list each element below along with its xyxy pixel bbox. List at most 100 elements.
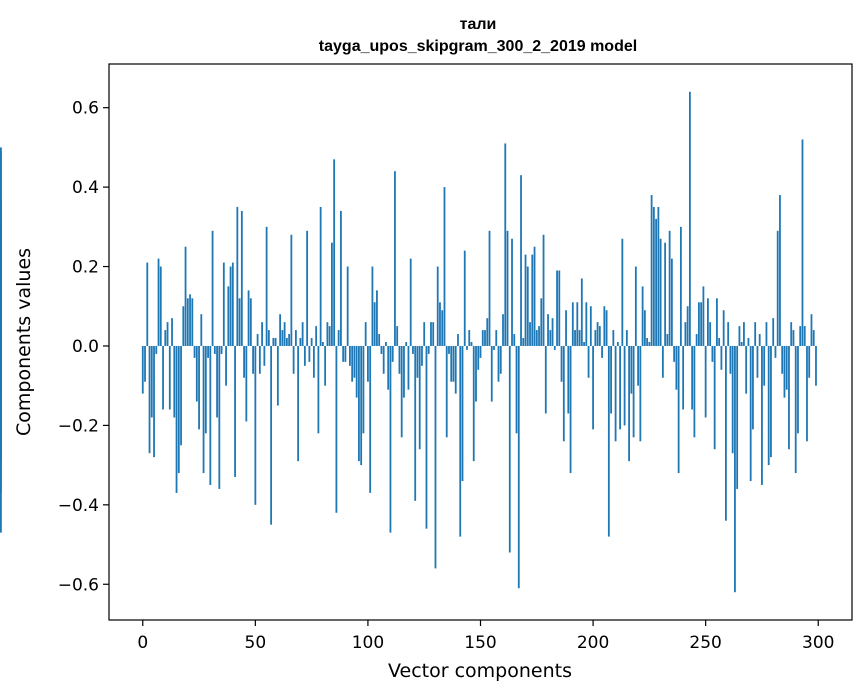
bar — [173, 345, 176, 418]
bar — [526, 266, 529, 346]
bar-series — [0, 91, 817, 593]
bar — [281, 330, 284, 346]
y-tick-label: 0.6 — [72, 99, 99, 119]
bar — [612, 330, 615, 346]
bar — [596, 322, 599, 346]
bar — [540, 298, 543, 346]
bar — [729, 345, 732, 374]
x-tick-label: 100 — [352, 633, 384, 653]
bar — [0, 345, 2, 398]
bar — [412, 345, 414, 354]
bar — [297, 345, 300, 462]
bar — [450, 345, 453, 382]
bar — [405, 342, 408, 346]
bar — [659, 238, 662, 346]
bar — [360, 345, 363, 466]
bar — [430, 322, 432, 346]
bar — [517, 345, 520, 589]
bar — [587, 345, 590, 378]
bar — [544, 345, 547, 414]
bar — [301, 322, 304, 346]
bar — [261, 322, 263, 346]
bar — [686, 306, 689, 346]
bar — [538, 326, 540, 346]
x-tick-label: 0 — [137, 633, 148, 653]
bar — [324, 345, 327, 386]
bar — [815, 345, 817, 386]
bar — [463, 250, 466, 346]
bar — [504, 143, 507, 346]
x-tick-label: 150 — [464, 633, 496, 653]
bar — [619, 345, 621, 430]
bar — [495, 330, 498, 346]
bar — [792, 330, 795, 346]
bar — [799, 326, 802, 346]
bar — [592, 345, 594, 430]
bar — [218, 345, 221, 489]
y-tick-label: −0.6 — [58, 575, 99, 595]
bar — [722, 310, 725, 346]
bar — [182, 306, 185, 346]
bar — [211, 230, 214, 346]
bar — [171, 318, 173, 346]
bar — [524, 254, 527, 346]
bar — [340, 210, 342, 346]
bar — [220, 345, 223, 354]
x-axis-ticks: 0 50 100 150 200 250 300 — [137, 620, 834, 653]
bar — [472, 345, 475, 462]
bar — [707, 298, 709, 346]
bar — [758, 334, 761, 346]
bar — [810, 314, 813, 346]
bar — [162, 345, 164, 410]
bar — [252, 345, 254, 374]
bar — [673, 345, 676, 362]
bar — [380, 345, 383, 354]
bar — [0, 345, 2, 533]
bar — [598, 326, 601, 346]
bar — [734, 345, 736, 593]
bar — [679, 226, 682, 346]
bar — [0, 318, 2, 346]
bar — [808, 345, 811, 378]
bar — [236, 206, 239, 346]
bar — [227, 286, 230, 346]
bar — [610, 345, 612, 414]
bar — [542, 234, 545, 346]
bar — [740, 342, 743, 346]
bar — [276, 345, 279, 406]
bar — [569, 345, 572, 474]
bar — [727, 322, 730, 346]
bar — [231, 262, 234, 346]
bar — [189, 294, 191, 346]
bar — [303, 345, 306, 366]
bar — [477, 345, 480, 370]
bar — [164, 330, 167, 346]
bar — [790, 322, 793, 346]
bar — [576, 302, 579, 346]
x-tick-label: 300 — [802, 633, 834, 653]
bar — [513, 334, 516, 346]
bar — [574, 330, 576, 346]
bar — [335, 345, 338, 513]
bar — [459, 345, 462, 537]
bar — [400, 345, 403, 438]
bar — [470, 342, 473, 346]
y-tick-label: −0.2 — [58, 416, 99, 436]
bar — [333, 159, 336, 346]
bar — [312, 345, 315, 378]
bar — [695, 334, 698, 346]
bar — [448, 345, 450, 354]
bar — [461, 345, 464, 481]
bar — [195, 345, 198, 402]
bar — [328, 326, 331, 346]
bar — [652, 206, 655, 346]
x-tick-label: 200 — [577, 633, 609, 653]
bar — [675, 345, 678, 390]
bar — [754, 322, 757, 346]
bar — [391, 345, 394, 362]
bar — [499, 345, 502, 374]
bar — [378, 334, 381, 346]
bar — [670, 258, 673, 346]
bar — [468, 330, 471, 346]
